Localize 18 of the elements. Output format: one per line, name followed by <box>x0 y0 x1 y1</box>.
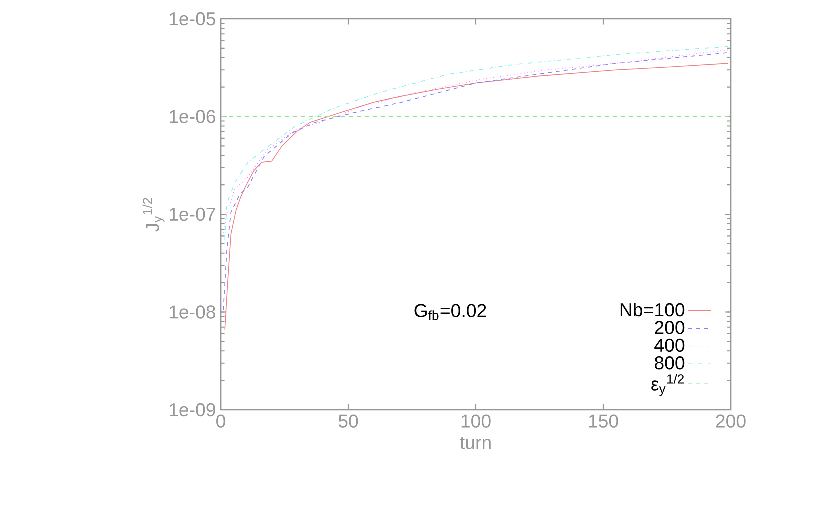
x-tick-label: 150 <box>589 414 618 428</box>
x-axis-title: turn <box>460 437 491 450</box>
y-tick-label: 1e-05 <box>170 12 216 26</box>
x-tick-label: 200 <box>716 414 746 428</box>
legend-label: 400 <box>654 338 685 352</box>
y-tick-label: 1e-07 <box>170 208 216 222</box>
annotation: G$_{fb}$=0.02 <box>414 304 486 320</box>
x-tick-label: 0 <box>216 414 226 428</box>
legend-label: Nb=100 <box>620 302 685 317</box>
y-tick-label: 1e-06 <box>170 110 216 124</box>
legend-label: ε$_{y}$1/2 <box>652 374 684 396</box>
x-tick-label: 50 <box>338 414 358 428</box>
y-axis-title: J$_{y}$1/2 <box>142 198 165 232</box>
y-tick-label: 1e-08 <box>170 306 216 319</box>
y-tick-label: 1e-09 <box>170 403 216 417</box>
legend-label: 800 <box>655 356 685 370</box>
x-tick-label: 100 <box>462 414 491 428</box>
legend-label: 200 <box>655 321 685 334</box>
